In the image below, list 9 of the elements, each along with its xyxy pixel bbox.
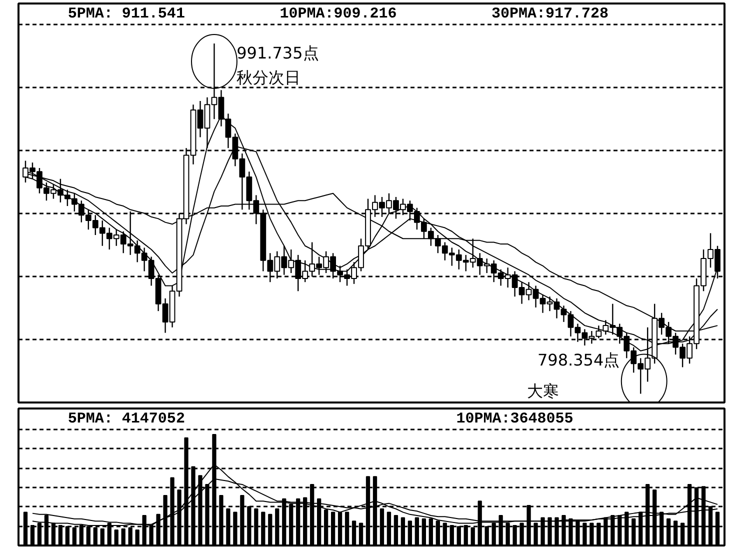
text: 10PMA:909.216 (280, 6, 397, 22)
annotation: 大寒 (526, 382, 559, 401)
text: 30PMA:917.728 (492, 6, 609, 22)
text: 5PMA: 911.541 (68, 6, 185, 22)
text: 10PMA:3648055 (456, 410, 574, 428)
annotation: 秋分次日 (236, 68, 301, 87)
text: 5PMA: 4147052 (68, 410, 185, 428)
annotation: 991.735点 (236, 44, 319, 62)
annotation: 798.354点 (537, 350, 620, 370)
